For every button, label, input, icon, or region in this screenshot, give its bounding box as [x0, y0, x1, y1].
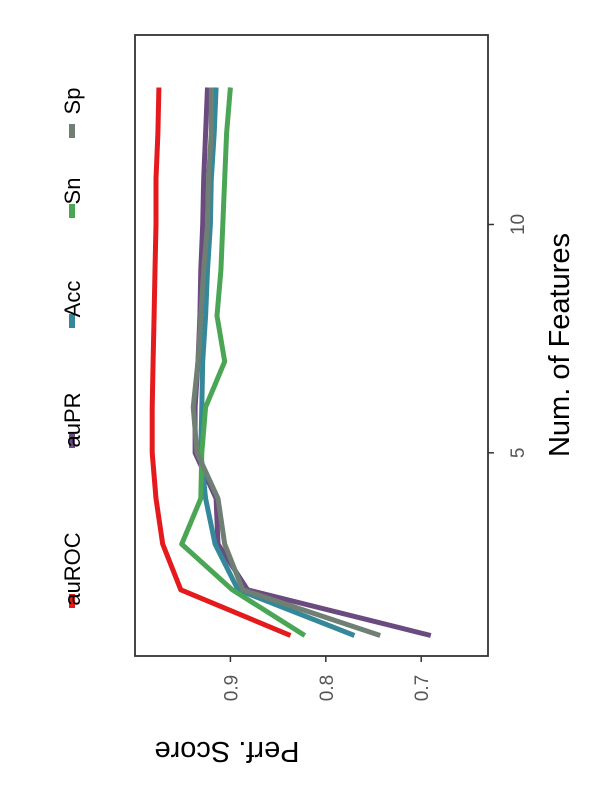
legend-label-sn: Sn	[60, 178, 85, 205]
x-tick-label: 5	[508, 448, 529, 459]
y-tick-label: 0.7	[412, 675, 433, 701]
series-line-auroc	[149, 87, 292, 638]
series-line-acc	[198, 87, 356, 638]
y-axis-title: Perf. Score	[154, 735, 299, 767]
x-axis-title: Num. of Features	[544, 233, 576, 457]
series-line-sn	[179, 87, 307, 638]
legend-label-aupr: auPR	[60, 392, 85, 447]
y-tick-label: 0.9	[221, 675, 242, 701]
plot-frame	[134, 34, 489, 657]
legend-label-acc: Acc	[60, 281, 85, 318]
legend-label-auroc: auROC	[60, 532, 85, 605]
y-tick-label: 0.8	[317, 675, 338, 701]
axes: 5 10 0.7 0.8 0.9	[221, 214, 529, 701]
series-line-sp	[190, 87, 381, 638]
legend: auROC auPR Acc Sn Sp	[60, 88, 85, 608]
x-tick-label: 10	[508, 214, 529, 235]
series-layer	[149, 87, 432, 638]
legend-label-sp: Sp	[60, 88, 85, 115]
